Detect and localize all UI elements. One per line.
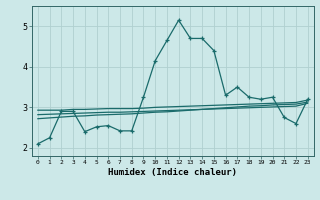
X-axis label: Humidex (Indice chaleur): Humidex (Indice chaleur) — [108, 168, 237, 177]
